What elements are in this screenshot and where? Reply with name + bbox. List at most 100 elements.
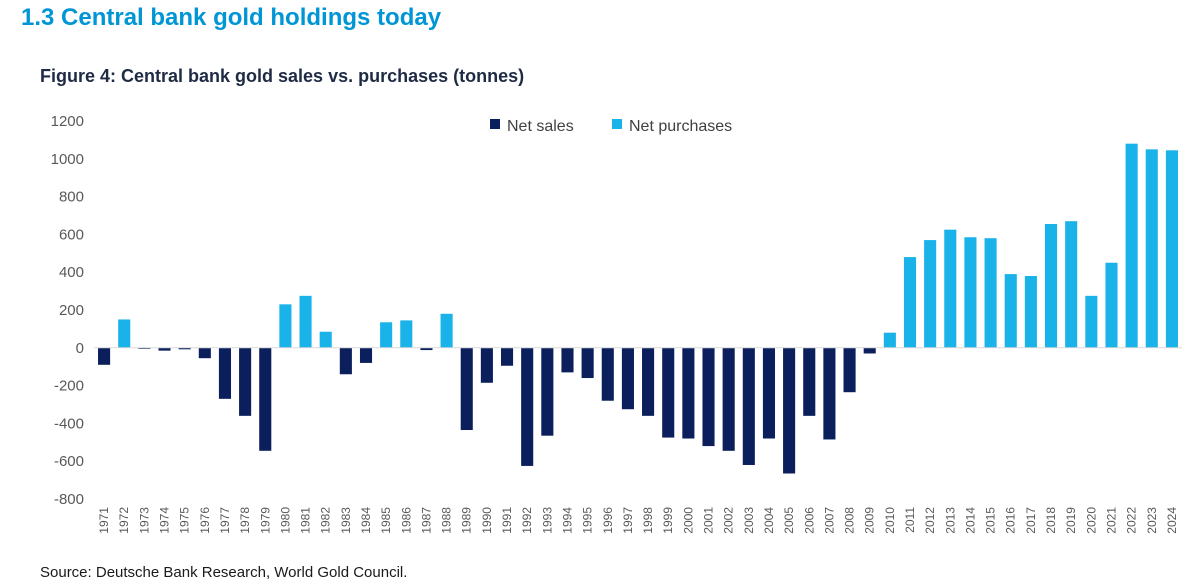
bar-net-sales <box>561 347 574 373</box>
x-tick-label: 1972 <box>117 507 131 534</box>
bar-net-purchases <box>903 257 917 348</box>
bar-net-sales <box>863 347 876 354</box>
bar-net-purchases <box>984 238 997 348</box>
bar-net-sales <box>762 347 776 439</box>
x-tick-label: 2008 <box>843 507 857 534</box>
bar-net-purchases <box>964 237 977 348</box>
bar-net-purchases <box>1024 275 1037 348</box>
x-tick-label: 1992 <box>520 507 534 534</box>
bar-net-purchases <box>1145 149 1158 348</box>
bar-net-sales <box>158 347 171 351</box>
bar-net-purchases <box>118 319 131 348</box>
x-tick-label: 2017 <box>1024 507 1038 534</box>
x-tick-label: 2007 <box>822 507 836 534</box>
x-tick-label: 1994 <box>560 507 574 534</box>
bar-net-purchases <box>1125 143 1138 348</box>
x-tick-label: 2018 <box>1044 507 1058 534</box>
x-tick-label: 2019 <box>1064 507 1078 534</box>
legend-swatch-net-sales <box>490 119 500 129</box>
bar-net-purchases <box>1105 262 1118 348</box>
x-tick-label: 1995 <box>581 507 595 534</box>
bar-net-sales <box>682 347 695 439</box>
x-tick-label: 2009 <box>863 507 877 534</box>
section-title: 1.3 Central bank gold holdings today <box>21 4 442 31</box>
x-tick-label: 1980 <box>278 507 292 534</box>
bar-net-purchases <box>400 320 413 348</box>
bar-net-sales <box>803 347 816 416</box>
bar-net-purchases <box>279 304 292 348</box>
x-tick-label: 2001 <box>702 507 716 534</box>
x-tick-label: 1971 <box>97 507 111 534</box>
x-tick-label: 1974 <box>158 507 172 534</box>
bar-net-purchases <box>1085 295 1098 348</box>
x-tick-label: 2006 <box>802 507 816 534</box>
x-tick-label: 1996 <box>601 507 615 534</box>
bar-net-sales <box>218 347 232 399</box>
bar-net-sales <box>601 347 614 401</box>
bar-net-sales <box>460 347 473 431</box>
x-tick-label: 1999 <box>661 507 675 534</box>
bar-net-purchases <box>944 229 957 348</box>
bar-net-purchases <box>1044 224 1058 348</box>
x-tick-label: 1998 <box>641 507 655 534</box>
bar-net-purchases <box>1004 274 1017 348</box>
bar-net-sales <box>521 347 534 466</box>
x-tick-label: 2010 <box>883 507 897 534</box>
x-tick-label: 1986 <box>399 507 413 534</box>
bar-net-sales <box>722 347 735 451</box>
x-tick-label: 1985 <box>379 507 393 534</box>
x-tick-label: 1989 <box>460 507 474 534</box>
x-tick-label: 1981 <box>299 507 313 534</box>
bar-net-sales <box>239 347 252 416</box>
bar-net-purchases <box>924 240 937 348</box>
x-tick-label: 1975 <box>178 507 192 534</box>
x-tick-label: 2003 <box>742 507 756 534</box>
y-tick-label: 400 <box>59 264 84 281</box>
x-tick-label: 1997 <box>621 507 635 534</box>
x-tick-label: 2024 <box>1165 507 1179 534</box>
x-tick-label: 1982 <box>319 507 333 534</box>
legend-swatch-net-purchases <box>612 119 622 129</box>
y-tick-label: -400 <box>54 415 84 432</box>
bar-net-sales <box>98 347 111 365</box>
bar-net-purchases <box>440 313 453 348</box>
x-tick-label: 2015 <box>984 507 998 534</box>
x-tick-label: 2014 <box>963 507 977 534</box>
bar-net-sales <box>259 347 272 451</box>
y-tick-label: 0 <box>76 340 84 357</box>
y-tick-label: 1000 <box>51 151 84 168</box>
bar-net-sales <box>339 347 352 375</box>
bar-net-sales <box>198 347 211 359</box>
bar-net-sales <box>359 347 373 363</box>
y-tick-label: 800 <box>59 189 84 206</box>
y-tick-label: -200 <box>54 378 84 395</box>
bar-net-sales <box>702 347 715 447</box>
x-tick-label: 1979 <box>258 507 272 534</box>
x-tick-label: 2011 <box>903 507 917 533</box>
bar-net-purchases <box>299 295 312 348</box>
x-tick-label: 1988 <box>440 507 454 534</box>
bar-net-sales <box>783 347 796 474</box>
x-tick-label: 1978 <box>238 507 252 534</box>
x-tick-label: 1976 <box>198 507 212 534</box>
bar-net-purchases <box>319 331 332 348</box>
x-tick-label: 1973 <box>137 507 151 534</box>
x-tick-label: 2022 <box>1125 507 1139 534</box>
y-tick-label: -600 <box>54 453 84 470</box>
bar-net-sales <box>420 347 433 351</box>
x-tick-label: 2000 <box>681 507 695 534</box>
y-tick-label: 200 <box>59 302 84 319</box>
x-tick-label: 2013 <box>943 507 957 534</box>
x-tick-label: 1984 <box>359 507 373 534</box>
bar-net-sales <box>621 347 634 410</box>
x-tick-label: 1983 <box>339 507 353 534</box>
bar-net-sales <box>480 347 493 383</box>
bar-net-sales <box>642 347 655 416</box>
source-note: Source: Deutsche Bank Research, World Go… <box>40 564 408 581</box>
x-tick-label: 1991 <box>500 507 514 534</box>
bar-net-sales <box>823 347 836 440</box>
x-tick-label: 2002 <box>722 507 736 534</box>
x-tick-label: 1987 <box>419 507 433 534</box>
bar-net-sales <box>843 347 856 393</box>
